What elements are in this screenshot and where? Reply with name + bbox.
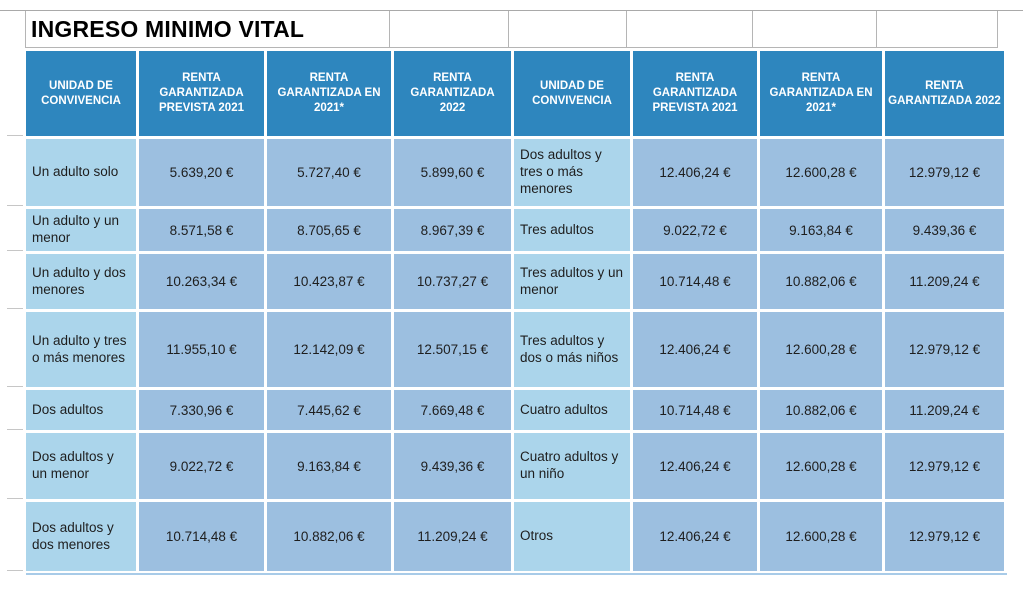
household-label-cell: Tres adultos y un menor	[514, 254, 630, 309]
table-row: Dos adultos 7.330,96 €7.445,62 €7.669,48 …	[7, 390, 1004, 430]
amount-cell: 12.600,28 €	[760, 139, 882, 206]
amount-cell: 12.406,24 €	[633, 312, 757, 387]
amount-cell: 10.882,06 €	[760, 254, 882, 309]
amount-cell: 12.600,28 €	[760, 433, 882, 499]
amount-cell: 5.639,20 €	[139, 139, 264, 206]
household-label-cell: Tres adultos	[514, 209, 630, 251]
amount-cell: 9.022,72 €	[139, 433, 264, 499]
amount-cell: 7.445,62 €	[267, 390, 391, 430]
table-bottom-rule	[26, 573, 1007, 575]
amount-cell: 12.406,24 €	[633, 502, 757, 571]
household-label-cell: Un adulto y un menor	[26, 209, 136, 251]
amount-cell: 12.979,12 €	[885, 502, 1004, 571]
amount-cell: 10.882,06 €	[760, 390, 882, 430]
table-row: Un adulto y un menor 8.571,58 €8.705,65 €…	[7, 209, 1004, 251]
amount-cell: 10.714,48 €	[139, 502, 264, 571]
household-label-cell: Dos adultos y un menor	[26, 433, 136, 499]
row-gutter	[7, 209, 23, 251]
header-cell-5: UNIDAD DE CONVIVENCIA	[514, 51, 630, 136]
row-gutter	[7, 51, 23, 136]
amount-cell: 11.955,10 €	[139, 312, 264, 387]
title-row-empty-cell	[752, 11, 877, 48]
row-gutter	[7, 433, 23, 499]
amount-cell: 12.979,12 €	[885, 312, 1004, 387]
household-label-cell: Cuatro adultos y un niño	[514, 433, 630, 499]
household-label-cell: Tres adultos y dos o más niños	[514, 312, 630, 387]
row-gutter	[7, 254, 23, 309]
amount-cell: 10.714,48 €	[633, 390, 757, 430]
household-label-cell: Dos adultos y dos menores	[26, 502, 136, 571]
amount-cell: 9.439,36 €	[885, 209, 1004, 251]
header-cell-3: RENTA GARANTIZADA EN 2021*	[267, 51, 391, 136]
header-cell-4: RENTA GARANTIZADA 2022	[394, 51, 511, 136]
amount-cell: 12.600,28 €	[760, 312, 882, 387]
amount-cell: 12.507,15 €	[394, 312, 511, 387]
amount-cell: 9.439,36 €	[394, 433, 511, 499]
amount-cell: 9.163,84 €	[760, 209, 882, 251]
household-label-cell: Un adulto y tres o más menores	[26, 312, 136, 387]
household-label-cell: Cuatro adultos	[514, 390, 630, 430]
amount-cell: 8.705,65 €	[267, 209, 391, 251]
table-header-row: UNIDAD DE CONVIVENCIA RENTA GARANTIZADA P…	[7, 51, 1004, 136]
amount-cell: 12.406,24 €	[633, 433, 757, 499]
table-row: Un adulto solo 5.639,20 €5.727,40 €5.899,…	[7, 139, 1004, 206]
amount-cell: 5.899,60 €	[394, 139, 511, 206]
amount-cell: 11.209,24 €	[394, 502, 511, 571]
row-gutter	[7, 312, 23, 387]
table-row: Un adulto y tres o más menores 11.955,10 …	[7, 312, 1004, 387]
header-cell-6: RENTA GARANTIZADA PREVISTA 2021	[633, 51, 757, 136]
header-cell-2: RENTA GARANTIZADA PREVISTA 2021	[139, 51, 264, 136]
header-cell-1: UNIDAD DE CONVIVENCIA	[26, 51, 136, 136]
amount-cell: 10.882,06 €	[267, 502, 391, 571]
title-row: INGRESO MINIMO VITAL	[25, 11, 1023, 48]
amount-cell: 10.263,34 €	[139, 254, 264, 309]
amount-cell: 11.209,24 €	[885, 390, 1004, 430]
household-label-cell: Dos adultos y tres o más menores	[514, 139, 630, 206]
amount-cell: 9.022,72 €	[633, 209, 757, 251]
table-row: Dos adultos y dos menores 10.714,48 €10.8…	[7, 502, 1004, 571]
spreadsheet-gridline-top	[0, 10, 1023, 11]
row-gutter	[7, 390, 23, 430]
title-row-empty-cell	[876, 11, 998, 48]
title-row-empty-cell	[626, 11, 753, 48]
amount-cell: 7.669,48 €	[394, 390, 511, 430]
household-label-cell: Un adulto solo	[26, 139, 136, 206]
amount-cell: 10.714,48 €	[633, 254, 757, 309]
row-gutter	[7, 139, 23, 206]
amount-cell: 12.979,12 €	[885, 433, 1004, 499]
table-row: Dos adultos y un menor 9.022,72 €9.163,84…	[7, 433, 1004, 499]
amount-cell: 12.142,09 €	[267, 312, 391, 387]
title-row-empty-cell	[389, 11, 509, 48]
household-label-cell: Dos adultos	[26, 390, 136, 430]
amount-cell: 9.163,84 €	[267, 433, 391, 499]
row-gutter	[7, 502, 23, 571]
amount-cell: 8.571,58 €	[139, 209, 264, 251]
imv-table: UNIDAD DE CONVIVENCIA RENTA GARANTIZADA P…	[4, 48, 1007, 574]
header-cell-7: RENTA GARANTIZADA EN 2021*	[760, 51, 882, 136]
amount-cell: 11.209,24 €	[885, 254, 1004, 309]
header-cell-8: RENTA GARANTIZADA 2022	[885, 51, 1004, 136]
amount-cell: 8.967,39 €	[394, 209, 511, 251]
amount-cell: 12.406,24 €	[633, 139, 757, 206]
amount-cell: 7.330,96 €	[139, 390, 264, 430]
household-label-cell: Un adulto y dos menores	[26, 254, 136, 309]
amount-cell: 12.979,12 €	[885, 139, 1004, 206]
title-row-empty-cell	[508, 11, 627, 48]
table-row: Un adulto y dos menores 10.263,34 €10.423…	[7, 254, 1004, 309]
household-label-cell: Otros	[514, 502, 630, 571]
amount-cell: 10.423,87 €	[267, 254, 391, 309]
page-title: INGRESO MINIMO VITAL	[25, 11, 390, 48]
amount-cell: 5.727,40 €	[267, 139, 391, 206]
amount-cell: 12.600,28 €	[760, 502, 882, 571]
amount-cell: 10.737,27 €	[394, 254, 511, 309]
